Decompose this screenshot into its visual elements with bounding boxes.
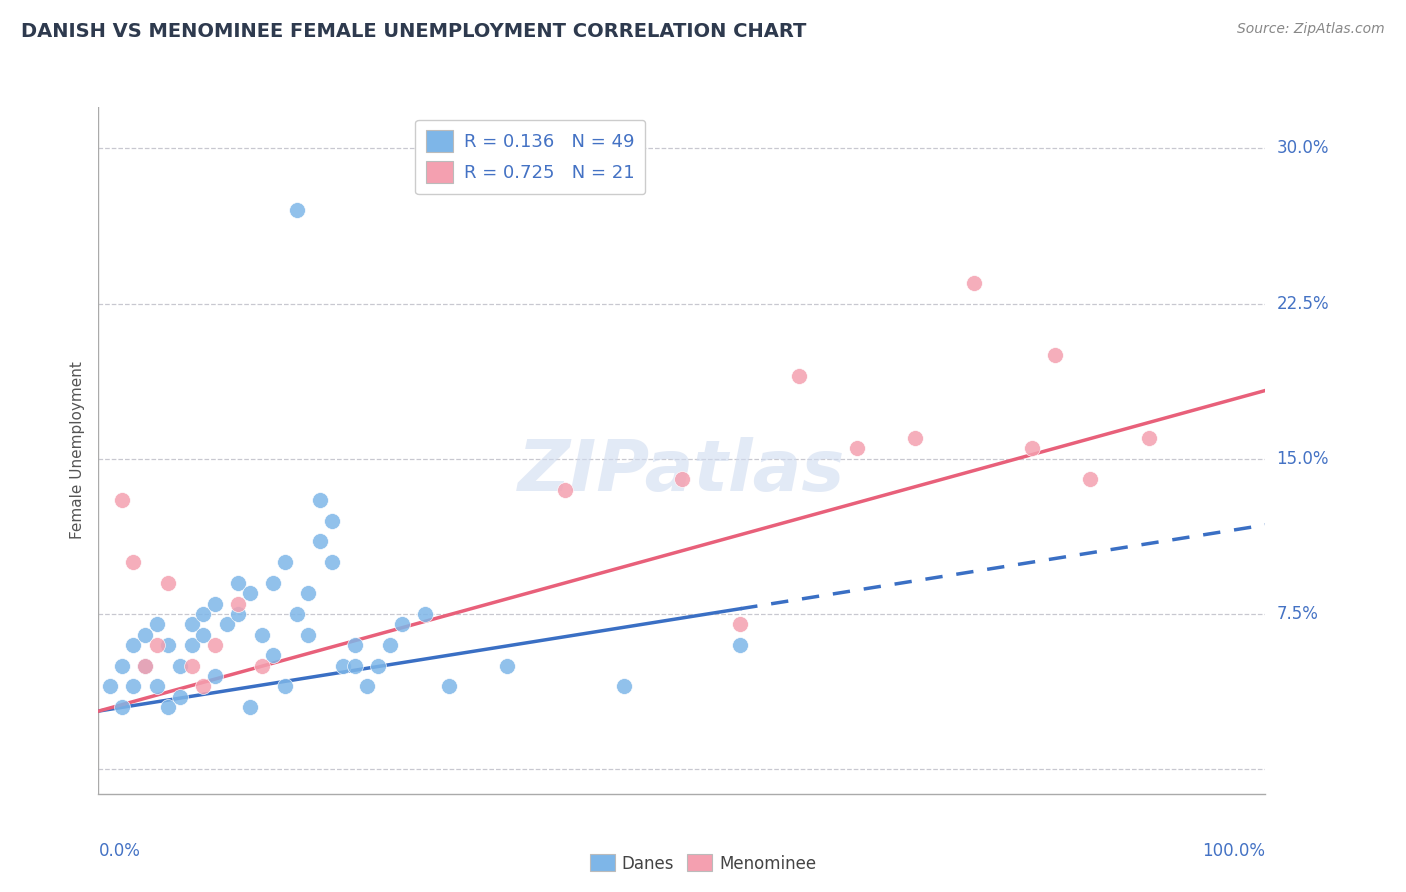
Point — [413, 607, 436, 621]
Point — [332, 658, 354, 673]
Point — [437, 679, 460, 693]
Point — [169, 690, 191, 704]
Point — [730, 638, 752, 652]
Point — [344, 638, 367, 652]
Point — [180, 638, 202, 652]
Point — [554, 483, 576, 497]
Point — [193, 679, 215, 693]
Point — [111, 658, 134, 673]
Point — [845, 442, 868, 456]
Text: 30.0%: 30.0% — [1277, 139, 1329, 157]
Point — [1045, 348, 1067, 362]
Point — [146, 617, 169, 632]
Point — [904, 431, 927, 445]
Legend: Danes, Menominee: Danes, Menominee — [583, 847, 823, 880]
Point — [215, 617, 238, 632]
Point — [309, 534, 332, 549]
Point — [204, 669, 226, 683]
Point — [122, 638, 145, 652]
Point — [962, 276, 984, 290]
Point — [297, 586, 319, 600]
Y-axis label: Female Unemployment: Female Unemployment — [69, 361, 84, 540]
Point — [730, 617, 752, 632]
Text: 15.0%: 15.0% — [1277, 450, 1329, 467]
Text: 0.0%: 0.0% — [98, 842, 141, 860]
Point — [98, 679, 121, 693]
Point — [111, 700, 134, 714]
Point — [250, 658, 273, 673]
Point — [285, 607, 308, 621]
Point — [285, 203, 308, 218]
Point — [239, 700, 262, 714]
Point — [356, 679, 378, 693]
Point — [239, 586, 262, 600]
Point — [344, 658, 367, 673]
Point — [157, 638, 180, 652]
Point — [169, 658, 191, 673]
Point — [309, 493, 332, 508]
Text: 7.5%: 7.5% — [1277, 605, 1319, 623]
Point — [250, 627, 273, 641]
Point — [1080, 472, 1102, 486]
Point — [321, 555, 343, 569]
Point — [228, 597, 250, 611]
Point — [134, 627, 156, 641]
Point — [378, 638, 402, 652]
Point — [262, 575, 284, 590]
Point — [274, 679, 297, 693]
Point — [122, 679, 145, 693]
Point — [787, 369, 810, 384]
Point — [157, 575, 180, 590]
Point — [146, 638, 169, 652]
Point — [671, 472, 693, 486]
Point — [367, 658, 389, 673]
Point — [1137, 431, 1160, 445]
Point — [262, 648, 284, 663]
Point — [204, 638, 226, 652]
Point — [228, 607, 250, 621]
Point — [146, 679, 169, 693]
Point — [157, 700, 180, 714]
Point — [180, 617, 202, 632]
Point — [111, 493, 134, 508]
Text: ZIPatlas: ZIPatlas — [519, 436, 845, 506]
Point — [134, 658, 156, 673]
Point — [193, 627, 215, 641]
Point — [134, 658, 156, 673]
Point — [612, 679, 634, 693]
Text: 100.0%: 100.0% — [1202, 842, 1265, 860]
Point — [193, 607, 215, 621]
Text: 22.5%: 22.5% — [1277, 294, 1329, 312]
Point — [495, 658, 517, 673]
Point — [321, 514, 343, 528]
Point — [228, 575, 250, 590]
Text: DANISH VS MENOMINEE FEMALE UNEMPLOYMENT CORRELATION CHART: DANISH VS MENOMINEE FEMALE UNEMPLOYMENT … — [21, 22, 807, 41]
Point — [180, 658, 202, 673]
Point — [297, 627, 319, 641]
Point — [1021, 442, 1043, 456]
Point — [274, 555, 297, 569]
Point — [204, 597, 226, 611]
Text: Source: ZipAtlas.com: Source: ZipAtlas.com — [1237, 22, 1385, 37]
Point — [391, 617, 413, 632]
Point — [122, 555, 145, 569]
Legend: R = 0.136   N = 49, R = 0.725   N = 21: R = 0.136 N = 49, R = 0.725 N = 21 — [415, 120, 645, 194]
